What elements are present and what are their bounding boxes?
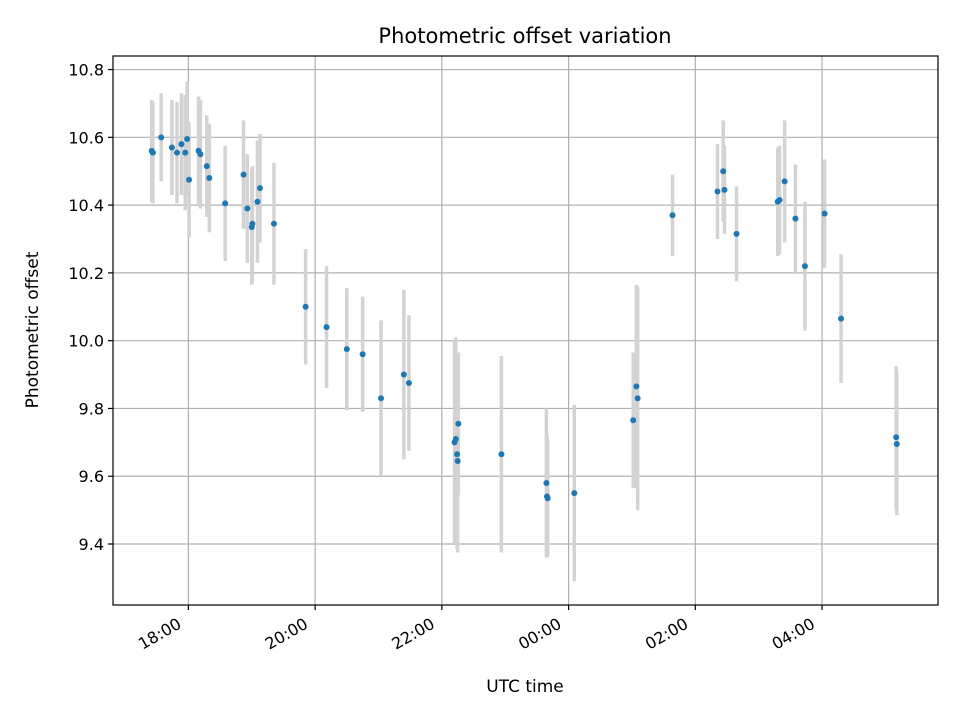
data-point [720, 168, 727, 175]
data-point [203, 163, 210, 170]
y-tick-label: 10.2 [68, 264, 104, 283]
data-point [270, 220, 277, 227]
data-point [454, 451, 461, 458]
data-point [149, 149, 156, 156]
data-point [544, 495, 551, 502]
data-point [186, 176, 193, 183]
y-tick-label: 9.6 [79, 467, 104, 486]
data-point [359, 351, 366, 358]
data-point [222, 200, 229, 207]
data-point [343, 346, 350, 353]
data-point [405, 380, 412, 387]
data-point [182, 149, 189, 156]
y-tick-label: 10.6 [68, 128, 104, 147]
data-point [801, 263, 808, 270]
data-point [168, 144, 175, 151]
y-tick-label: 9.4 [79, 535, 104, 554]
data-point [455, 420, 462, 427]
y-tick-label: 9.8 [79, 399, 104, 418]
data-point [543, 480, 550, 486]
x-axis-label: UTC time [486, 677, 564, 697]
data-point [571, 490, 578, 497]
data-point [206, 175, 213, 181]
data-point [178, 141, 185, 148]
data-point [452, 435, 459, 442]
data-point [733, 230, 740, 237]
y-axis-ticks: 9.4 9.6 9.8 10.0 10.2 10.4 10.6 10.8 [68, 61, 113, 554]
data-point [633, 383, 640, 390]
y-tick-label: 10.4 [68, 196, 104, 215]
y-axis-label: Photometric offset [23, 251, 43, 408]
data-point [630, 417, 637, 424]
chart-title: Photometric offset variation [378, 24, 671, 48]
data-point [249, 220, 256, 227]
data-point [254, 198, 261, 205]
data-point [776, 197, 783, 204]
data-point [714, 188, 721, 195]
data-point [893, 434, 900, 441]
data-point [893, 441, 900, 448]
data-point [454, 457, 461, 464]
data-point [197, 151, 204, 158]
data-point [838, 315, 845, 322]
data-point [669, 212, 676, 219]
data-point [634, 395, 641, 402]
data-point [781, 178, 788, 185]
data-point [244, 205, 251, 212]
y-tick-label: 10.0 [68, 332, 104, 351]
data-point [498, 451, 505, 458]
data-point [323, 324, 330, 331]
data-point [821, 210, 828, 217]
data-point [240, 171, 247, 178]
y-tick-label: 10.8 [68, 61, 104, 80]
data-point [158, 134, 165, 141]
data-point [302, 303, 309, 310]
plot-frame [112, 55, 939, 606]
data-point [378, 395, 385, 402]
data-point [257, 185, 264, 192]
data-point [721, 186, 728, 193]
data-point [400, 371, 407, 378]
data-point [173, 149, 180, 156]
data-points [148, 134, 900, 502]
data-point [792, 215, 799, 222]
data-point [184, 136, 191, 143]
